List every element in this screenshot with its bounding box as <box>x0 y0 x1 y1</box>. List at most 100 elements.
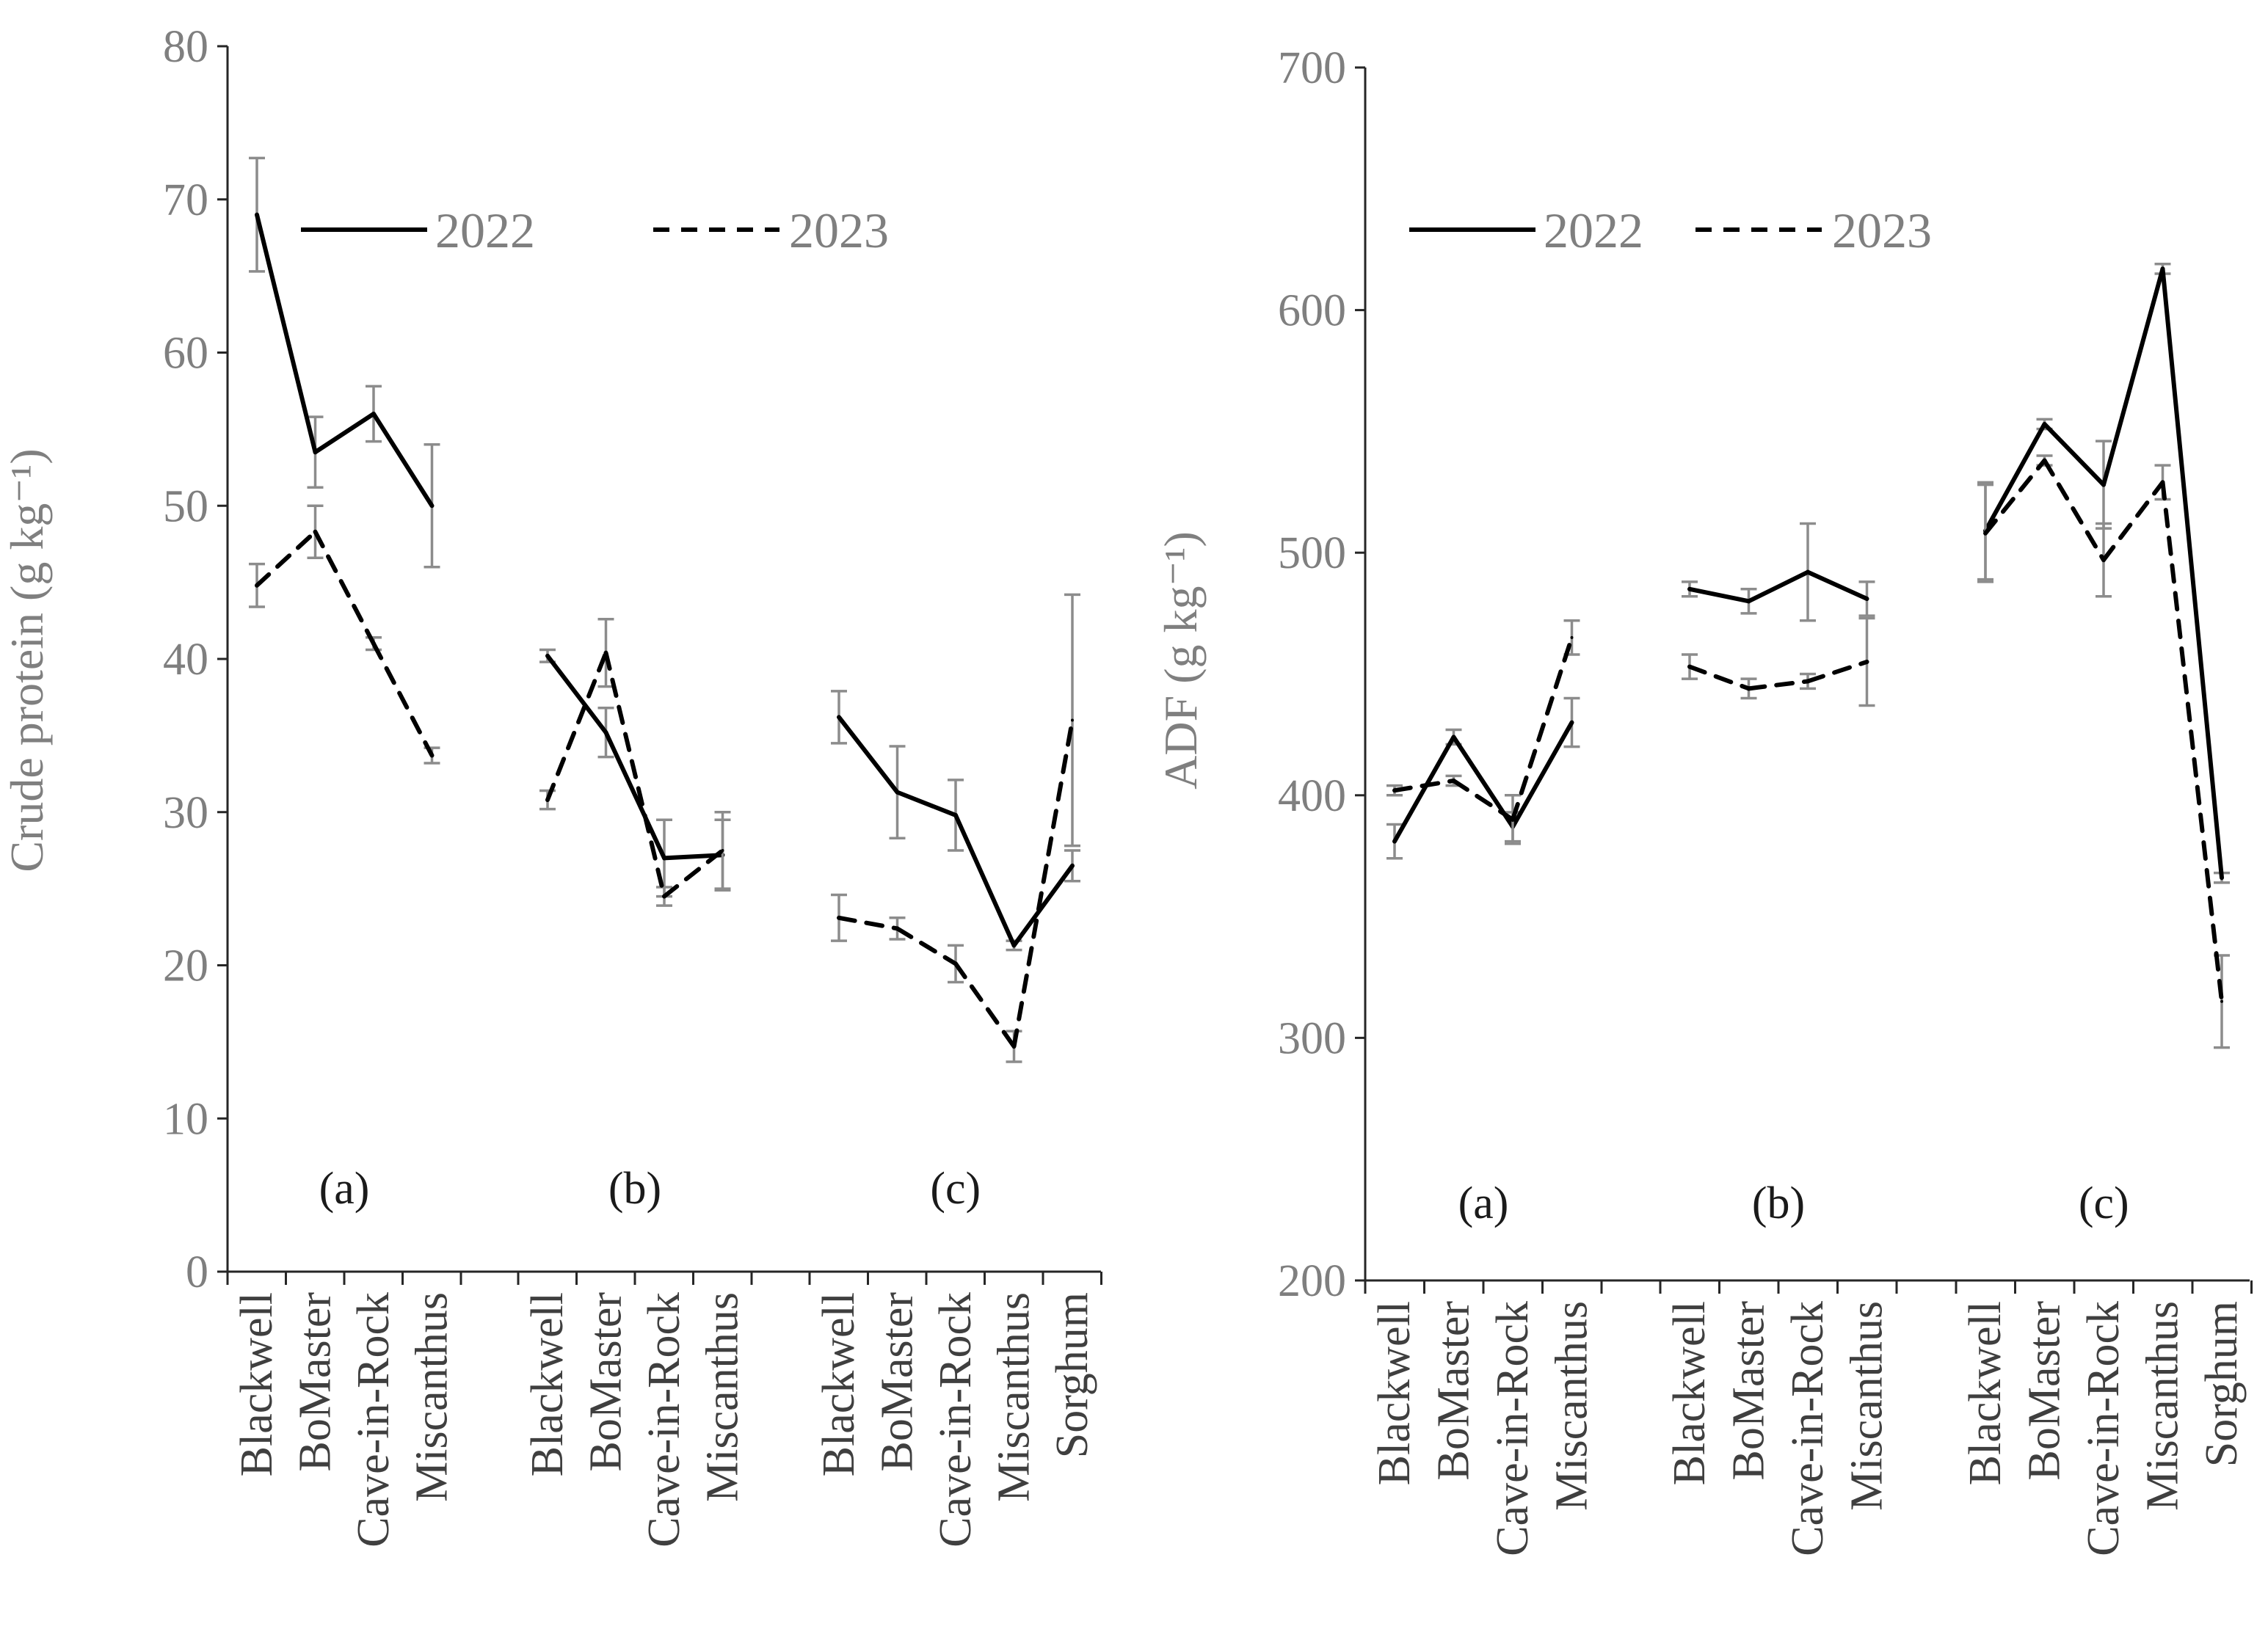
category-label-bomaster: BoMaster <box>1724 1301 1774 1481</box>
data-point <box>546 654 549 657</box>
category-label-bomaster: BoMaster <box>581 1292 631 1472</box>
panel-label: (c) <box>930 1164 981 1214</box>
category-label-cave-in-rock: Cave-in-Rock <box>349 1292 399 1548</box>
data-point <box>954 813 957 817</box>
legend-label-2023: 2023 <box>1832 203 1932 258</box>
y-tick-label: 30 <box>163 788 208 838</box>
series-segment-2022 <box>2160 266 2224 881</box>
data-point <box>2161 481 2165 484</box>
y-tick-label: 70 <box>163 175 208 225</box>
series-2022 <box>1682 522 1875 622</box>
series-segment-2023 <box>255 529 318 588</box>
series-segment-2023 <box>953 961 1017 1049</box>
series-segment-2023 <box>837 915 900 931</box>
y-tick-label: 50 <box>163 481 208 531</box>
legend-label-2022: 2022 <box>1544 203 1643 258</box>
series-2022 <box>1977 263 2230 884</box>
series-segment-2023 <box>1806 659 1869 684</box>
y-tick-label: 40 <box>163 635 208 685</box>
data-point <box>1865 660 1869 663</box>
y-axis-title: ADF (g kg⁻¹) <box>1155 531 1207 790</box>
y-tick-label: 0 <box>186 1247 208 1297</box>
group-b: Blackwell BoMaster Cave-in-Rock Miscanthus (… <box>517 617 753 1548</box>
series-segment-2022 <box>1746 569 1810 604</box>
series-segment-2022 <box>313 412 376 455</box>
data-point <box>1747 600 1751 603</box>
series-segment-2023 <box>545 650 608 803</box>
data-point <box>255 213 258 216</box>
data-point <box>430 754 434 757</box>
y-tick-label: 700 <box>1278 43 1346 93</box>
y-tick-label: 500 <box>1278 528 1346 578</box>
category-label-miscanthus: Miscanthus <box>2138 1301 2188 1511</box>
group-c: Blackwell BoMaster Cave-in-Rock Miscanthus S… <box>808 593 1102 1548</box>
data-point <box>1012 1045 1016 1049</box>
series-2023 <box>1682 616 1875 707</box>
y-tick-label: 10 <box>163 1094 208 1144</box>
data-point <box>1071 718 1074 722</box>
legend: 2022 2023 <box>1409 203 1932 258</box>
category-label-cave-in-rock: Cave-in-Rock <box>2079 1301 2129 1556</box>
series-segment-2023 <box>1983 458 2047 536</box>
panel-label: (a) <box>1458 1178 1509 1228</box>
series-segment-2022 <box>953 812 1017 948</box>
data-point <box>2220 876 2223 880</box>
series-segment-2023 <box>895 926 958 966</box>
y-axis-title: Crude protein (g kg⁻¹) <box>1 448 53 872</box>
series-segment-2023 <box>371 641 435 758</box>
y-tick-label: 20 <box>163 941 208 991</box>
series-segment-2022 <box>371 412 435 509</box>
data-point <box>954 962 957 966</box>
series-segment-2022 <box>1511 720 1574 829</box>
category-label-sorghum: Sorghum <box>2197 1301 2247 1467</box>
group-a: Blackwell BoMaster Cave-in-Rock Miscanthus (… <box>226 156 462 1548</box>
y-tick-label: 600 <box>1278 286 1346 336</box>
series-segment-2023 <box>2101 480 2165 563</box>
data-point <box>1806 679 1809 683</box>
series-segment-2022 <box>1011 863 1075 948</box>
data-point <box>1393 789 1396 792</box>
category-label-blackwell: Blackwell <box>523 1292 573 1476</box>
series-segment-2023 <box>2042 458 2106 563</box>
series-segment-2022 <box>1983 421 2047 533</box>
data-point <box>895 927 899 930</box>
data-point <box>1393 839 1396 843</box>
data-point <box>1747 687 1751 690</box>
category-label-sorghum: Sorghum <box>1047 1292 1097 1458</box>
data-point <box>2220 999 2223 1003</box>
data-point <box>1012 944 1016 947</box>
data-point <box>2102 558 2105 562</box>
category-label-cave-in-rock: Cave-in-Rock <box>931 1292 981 1548</box>
data-point <box>2102 483 2105 486</box>
data-point <box>372 642 375 646</box>
group-c: Blackwell BoMaster Cave-in-Rock Miscanthus S… <box>1955 263 2253 1556</box>
data-point <box>1071 864 1074 867</box>
category-label-blackwell: Blackwell <box>1960 1301 2010 1485</box>
legend-label-2023: 2023 <box>789 203 889 258</box>
series-2023 <box>831 593 1080 1063</box>
category-label-bomaster: BoMaster <box>2020 1301 2070 1481</box>
category-label-blackwell: Blackwell <box>232 1292 282 1476</box>
data-point <box>663 894 666 898</box>
series-2022 <box>1386 696 1580 860</box>
data-point <box>1865 597 1869 601</box>
series-segment-2023 <box>1392 778 1456 793</box>
category-label-miscanthus: Miscanthus <box>1547 1301 1597 1511</box>
category-label-miscanthus: Miscanthus <box>698 1292 748 1502</box>
data-point <box>1806 570 1809 574</box>
series-segment-2022 <box>545 653 608 735</box>
series-segment-2022 <box>1687 586 1751 604</box>
series-2023 <box>249 504 440 765</box>
data-point <box>1452 735 1455 739</box>
category-label-blackwell: Blackwell <box>1370 1301 1420 1485</box>
panel-label: (a) <box>319 1164 370 1214</box>
series-segment-2022 <box>2042 421 2106 487</box>
category-label-bomaster: BoMaster <box>873 1292 923 1472</box>
series-segment-2023 <box>1746 679 1810 691</box>
category-label-blackwell: Blackwell <box>814 1292 864 1476</box>
data-point <box>895 790 899 794</box>
panel-label: (c) <box>2079 1178 2129 1228</box>
data-point <box>1688 665 1691 668</box>
